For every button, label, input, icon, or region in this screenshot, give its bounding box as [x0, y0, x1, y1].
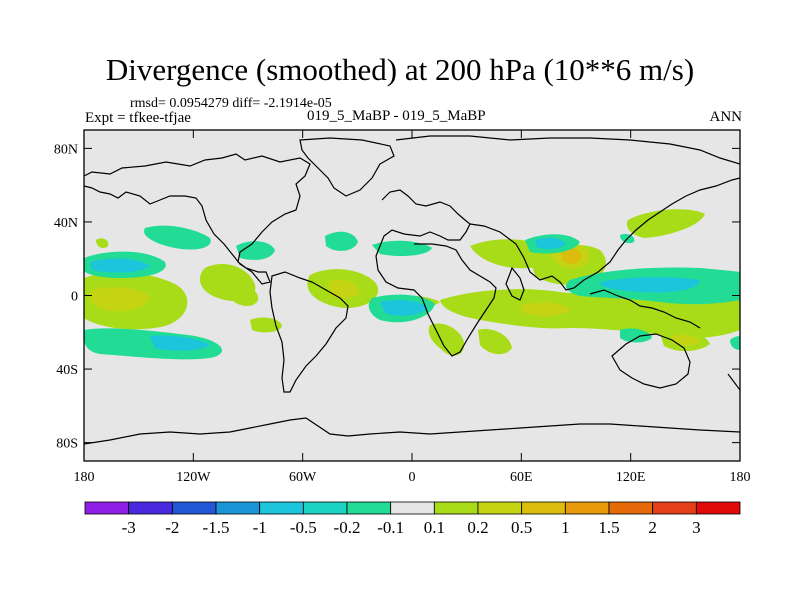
colorbar-label: -0.2	[334, 518, 361, 537]
colorbar-label: 0.5	[511, 518, 532, 537]
colorbar-label: 1.5	[598, 518, 619, 537]
colorbar-label: 0.1	[424, 518, 445, 537]
latitude-axis: 80N 40N 0 40S 80S	[54, 142, 740, 452]
colorbar-swatch	[477, 501, 523, 515]
colorbar-swatch	[302, 501, 348, 515]
experiment-label: Expt = tfkee-tfjae	[85, 110, 191, 126]
contour-negative	[84, 328, 222, 360]
lat-label: 80N	[54, 142, 78, 157]
season-label: ANN	[709, 109, 743, 125]
colorbar-swatch	[390, 501, 435, 515]
stats-text: rmsd= 0.0954279 diff= -2.1914e-05	[130, 96, 332, 111]
colorbar-label: -2	[165, 518, 179, 537]
lon-label: 180	[74, 470, 95, 485]
colorbar-label: 3	[692, 518, 701, 537]
colorbar-swatch	[346, 501, 392, 515]
colorbar-swatch	[84, 501, 130, 515]
lat-label: 80S	[56, 437, 78, 452]
contour-negative	[599, 277, 700, 293]
lon-label: 120W	[176, 470, 211, 485]
lon-label: 0	[409, 470, 416, 485]
contour-strong-positive	[328, 279, 360, 299]
contour-orange	[560, 247, 582, 264]
colorbar-label: -0.5	[290, 518, 317, 537]
contour-negative	[380, 300, 428, 316]
colorbar-swatch	[695, 501, 741, 515]
colorbar-swatch	[259, 501, 304, 515]
contour-positive	[590, 302, 650, 321]
contour-positive	[626, 209, 705, 238]
colorbar-label: -0.1	[377, 518, 404, 537]
colorbar-swatch	[215, 501, 261, 515]
contour-positive	[232, 286, 259, 306]
contour-positive	[478, 329, 512, 355]
contour-negative	[535, 237, 566, 249]
colorbar-swatch	[652, 501, 697, 515]
colorbar-label: -3	[122, 518, 136, 537]
contour-negative	[620, 328, 652, 343]
lon-label: 120E	[616, 470, 646, 485]
contour-negative	[144, 225, 211, 250]
contour-negative	[90, 258, 150, 273]
colorbar: -3 -2 -1.5 -1 -0.5 -0.2 -0.1 0.1 0.2 0.5 1 1.5 2 3	[84, 501, 741, 537]
divergence-contours	[84, 209, 740, 360]
colorbar-swatch	[171, 501, 217, 515]
lat-label: 40S	[56, 363, 78, 378]
contour-negative	[236, 241, 275, 260]
lat-label: 0	[71, 290, 78, 305]
continent-outlines	[84, 135, 740, 445]
contour-negative	[325, 231, 358, 251]
lon-label: 60W	[289, 470, 317, 485]
contour-negative	[730, 336, 740, 350]
colorbar-label: 2	[648, 518, 657, 537]
contour-strong-positive	[520, 302, 570, 317]
contour-negative	[150, 335, 210, 351]
colorbar-swatch	[564, 501, 610, 515]
contour-positive	[428, 323, 465, 356]
lon-label: 180	[730, 470, 751, 485]
plot-title: Divergence (smoothed) at 200 hPa (10**6 …	[105, 52, 695, 87]
colorbar-label: 1	[561, 518, 570, 537]
contour-positive	[250, 317, 282, 333]
lat-label: 40N	[54, 216, 78, 231]
colorbar-swatch	[608, 501, 654, 515]
colorbar-swatch	[128, 501, 173, 515]
colorbar-swatch	[433, 501, 479, 515]
contour-strong-positive	[672, 334, 700, 346]
contour-strong-positive	[89, 287, 150, 312]
colorbar-label: -1	[253, 518, 267, 537]
colorbar-label: -1.5	[203, 518, 230, 537]
colorbar-swatch	[521, 501, 566, 515]
contour-positive	[96, 238, 109, 248]
cases-label: 019_5_MaBP - 019_5_MaBP	[307, 108, 486, 124]
longitude-axis: 180 120W 60W 0 60E 120E 180	[74, 130, 751, 485]
lon-label: 60E	[510, 470, 533, 485]
colorbar-label: 0.2	[467, 518, 488, 537]
